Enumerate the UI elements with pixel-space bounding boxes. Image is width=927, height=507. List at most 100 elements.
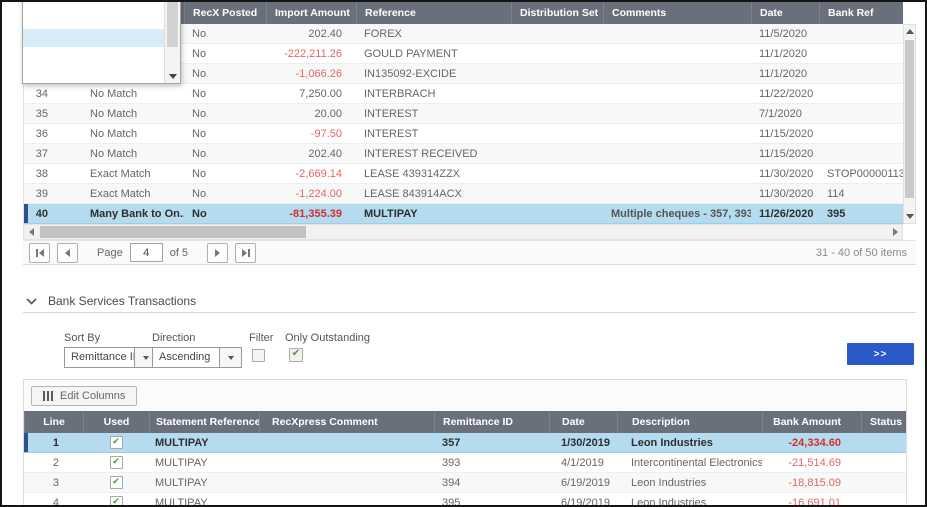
used-checkbox[interactable]: ✔ (109, 456, 123, 469)
recxpress-comment-cell (259, 453, 434, 472)
direction-select[interactable]: Ascending (152, 347, 242, 368)
sort-by-select[interactable]: Remittance ID (64, 347, 157, 368)
comments-cell (603, 24, 751, 43)
dropdown-option[interactable] (23, 29, 164, 47)
col-header-bank-ref[interactable]: Bank Ref (819, 2, 904, 24)
table-row[interactable]: 37 No Match No 202.40 INTEREST RECEIVED … (24, 144, 903, 164)
bank-services-transactions-panel: Edit Columns Line Used Statement Referen… (23, 379, 907, 507)
date-cell: 11/30/2020 (759, 188, 814, 200)
line-number-cell: 38 (35, 168, 48, 180)
col-header-description[interactable]: Description (617, 411, 762, 433)
col-header-comments[interactable]: Comments (603, 2, 751, 24)
remittance-id-cell: 395 (442, 497, 461, 507)
table-row[interactable]: No 202.40 FOREX 11/5/2020 (24, 24, 903, 44)
match-type-dropdown-list (22, 2, 181, 84)
next-page-button[interactable] (207, 242, 229, 263)
scroll-up-icon[interactable] (904, 25, 915, 38)
edit-columns-button[interactable]: Edit Columns (31, 385, 138, 406)
remittance-id-cell: 394 (442, 477, 461, 489)
dropdown-scroll-down-icon[interactable] (165, 74, 180, 79)
used-checkbox[interactable]: ✔ (109, 496, 123, 505)
last-page-button[interactable] (235, 242, 257, 263)
col-header-used[interactable]: Used (83, 411, 149, 433)
date-cell: 6/19/2019 (561, 497, 610, 507)
col-header-recxpress-comment[interactable]: RecXpress Comment (259, 411, 434, 433)
bank-ref-cell (819, 44, 904, 63)
status-cell (861, 493, 907, 505)
used-checkbox[interactable]: ✔ (109, 436, 123, 449)
dropdown-option[interactable] (23, 65, 164, 83)
bank-amount-cell: -21,514.69 (788, 457, 841, 469)
table-row[interactable]: 36 No Match No -97.50 INTEREST 11/15/202… (24, 124, 903, 144)
table-row[interactable]: 34 No Match No 7,250.00 INTERBRACH 11/22… (24, 84, 903, 104)
previous-page-button[interactable] (57, 242, 78, 263)
bank-ref-cell (819, 124, 904, 143)
table-row[interactable]: 35 No Match No 20.00 INTEREST 7/1/2020 (24, 104, 903, 124)
page-count-label: of 5 (169, 246, 189, 259)
col-header-statement-reference[interactable]: Statement Reference (149, 411, 259, 433)
table-row[interactable]: 39 Exact Match No -1,224.00 LEASE 843914… (24, 184, 903, 204)
table-row[interactable]: 38 Exact Match No -2,669.14 LEASE 439314… (24, 164, 904, 184)
vertical-scrollbar-thumb[interactable] (905, 40, 914, 198)
reference-cell: MULTIPAY (364, 208, 418, 220)
transfer-button[interactable]: >> (847, 343, 914, 365)
first-page-button[interactable] (29, 242, 50, 263)
section-title: Bank Services Transactions (48, 294, 197, 308)
reference-cell: LEASE 843914ACX (364, 188, 462, 200)
reference-cell: INTERBRACH (364, 88, 436, 100)
recx-posted-cell: No (192, 68, 207, 80)
col-header-recx-posted[interactable]: RecX Posted (184, 2, 266, 24)
only-outstanding-checkbox[interactable]: ✔ (289, 348, 303, 362)
dropdown-scrollbar-thumb[interactable] (167, 2, 178, 47)
recx-posted-cell: No (192, 128, 207, 140)
dropdown-option[interactable] (23, 47, 164, 65)
table-row[interactable]: No -222,211.26 GOULD PAYMENT 11/1/2020 (24, 44, 903, 64)
recx-posted-cell: No (192, 48, 207, 60)
dropdown-option[interactable] (23, 11, 164, 29)
import-amount-cell: -1,066.26 (295, 68, 342, 80)
horizontal-scrollbar-thumb[interactable] (40, 226, 306, 238)
direction-dropdown-icon[interactable] (220, 347, 242, 368)
page-label: Page (97, 246, 123, 259)
col-header-remittance-id[interactable]: Remittance ID (434, 411, 549, 433)
horizontal-scrollbar[interactable] (23, 224, 903, 240)
col-header-reference[interactable]: Reference (356, 2, 511, 24)
used-checkbox[interactable]: ✔ (109, 476, 123, 489)
col-header-date[interactable]: Date (549, 411, 617, 433)
match-type-cell: Exact Match (90, 188, 151, 200)
col-header-line[interactable]: Line (24, 411, 83, 433)
date-cell: 6/19/2019 (561, 477, 610, 489)
bottom-table-toolbar: Edit Columns (24, 380, 906, 411)
bank-amount-cell: -16,691.01 (788, 497, 841, 507)
dropdown-option[interactable] (23, 2, 164, 11)
used-cell: ✔ (83, 433, 149, 452)
bottom-table-body: 1 ✔ MULTIPAY 357 1/30/2019 Leon Industri… (24, 433, 907, 507)
used-cell: ✔ (83, 493, 149, 505)
vertical-scrollbar[interactable] (903, 24, 916, 224)
comments-cell (603, 144, 751, 163)
match-type-cell: No Match (90, 148, 138, 160)
filter-checkbox[interactable] (252, 349, 265, 362)
scroll-left-icon[interactable] (24, 225, 38, 239)
last-page-icon (241, 248, 247, 257)
table-row[interactable]: No -1,066.26 IN135092-EXCIDE 11/1/2020 (24, 64, 903, 84)
table-row[interactable]: 4 ✔ MULTIPAY 395 6/19/2019 Leon Industri… (24, 493, 907, 507)
page-number-input[interactable] (129, 243, 163, 262)
table-row[interactable]: 2 ✔ MULTIPAY 393 4/1/2019 Intercontinent… (24, 453, 906, 473)
col-header-distribution-set[interactable]: Distribution Set (511, 2, 603, 24)
scroll-right-icon[interactable] (888, 225, 902, 239)
col-header-bank-amount[interactable]: Bank Amount (762, 411, 861, 433)
scroll-down-icon[interactable] (904, 210, 915, 223)
col-header-status[interactable]: Status (861, 411, 907, 433)
bank-services-transactions-section-header[interactable]: Bank Services Transactions (26, 294, 196, 308)
table-row[interactable]: 40 Many Bank to On... No -81,355.39 MULT… (24, 204, 903, 224)
col-header-import-amount[interactable]: Import Amount (266, 2, 356, 24)
pagination-bar: Page of 5 31 - 40 of 50 items (23, 240, 916, 265)
status-cell (861, 453, 907, 472)
dropdown-scrollbar[interactable] (164, 2, 180, 83)
statement-reference-cell: MULTIPAY (155, 477, 208, 489)
table-row[interactable]: 3 ✔ MULTIPAY 394 6/19/2019 Leon Industri… (24, 473, 906, 493)
table-row[interactable]: 1 ✔ MULTIPAY 357 1/30/2019 Leon Industri… (24, 433, 906, 453)
col-header-date[interactable]: Date (751, 2, 819, 24)
